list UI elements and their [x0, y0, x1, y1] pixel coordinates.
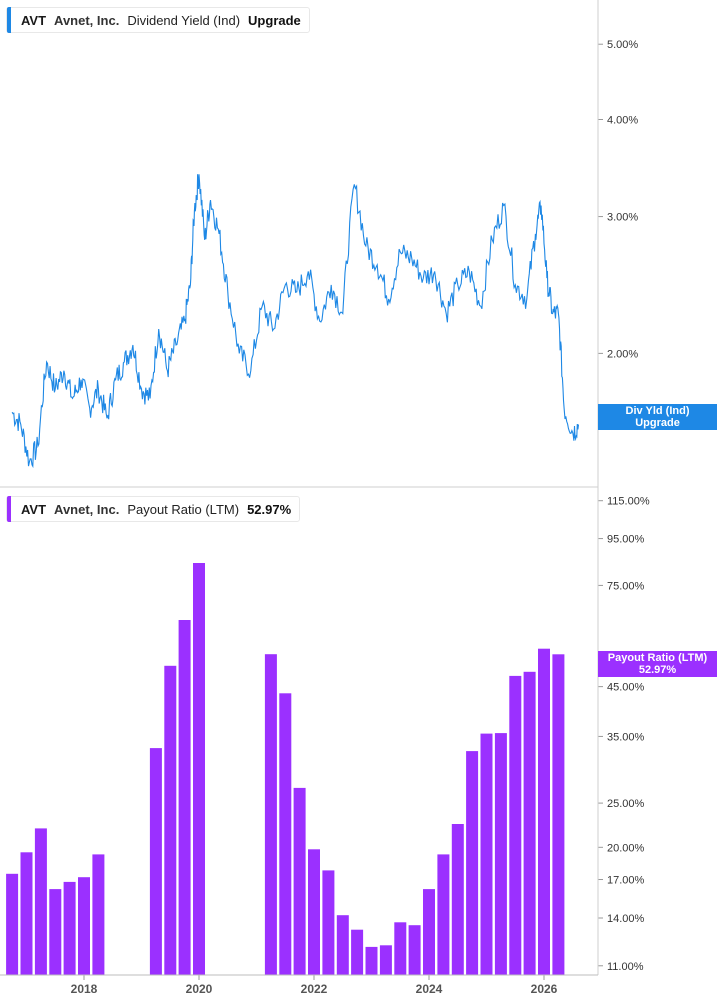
legend-metric: Dividend Yield (Ind)	[127, 12, 241, 28]
legend-metric: Payout Ratio (LTM)	[127, 501, 240, 517]
y-tick-label: 75.00%	[607, 580, 645, 592]
payout-flag-value: 52.97%	[638, 664, 677, 676]
y-tick-label: 25.00%	[607, 798, 645, 810]
payout-bar	[480, 733, 493, 975]
legend-value: 52.97%	[247, 501, 292, 517]
payout-bar	[63, 881, 76, 975]
y-tick-label: 4.00%	[607, 115, 638, 127]
payout-bar	[365, 946, 378, 975]
payout-bar	[379, 945, 392, 975]
payout-bar	[451, 824, 464, 975]
payout-bar	[6, 873, 19, 975]
payout-bar	[322, 870, 335, 975]
y-tick-label: 2.00%	[607, 348, 638, 360]
payout-bar	[193, 563, 205, 975]
payout-bar	[494, 733, 507, 975]
y-tick-label: 3.00%	[607, 212, 638, 224]
payout-bar	[20, 852, 33, 975]
x-tick-label: 2022	[301, 982, 328, 996]
payout-bar	[423, 889, 435, 975]
payout-bar	[466, 751, 479, 975]
payout-bar	[552, 654, 565, 975]
y-tick-label: 45.00%	[607, 682, 645, 694]
payout-bar	[336, 915, 349, 975]
y-tick-label: 14.00%	[607, 913, 645, 925]
yield-flag-title: Div Yld (Ind)	[625, 405, 690, 417]
payout-bar	[408, 925, 421, 975]
payout-bar	[308, 849, 320, 975]
payout-bar	[164, 665, 177, 975]
payout-bar	[523, 671, 536, 975]
x-tick-label: 2026	[531, 982, 558, 996]
payout-bar	[178, 620, 191, 975]
y-tick-label: 11.00%	[607, 961, 644, 973]
payout-bar	[394, 922, 407, 975]
payout-bar	[351, 929, 364, 975]
y-tick-label: 17.00%	[607, 875, 645, 887]
payout-bar	[293, 787, 306, 975]
y-tick-label: 115.00%	[607, 496, 650, 508]
upgrade-link[interactable]: Upgrade	[248, 12, 301, 28]
payout-flag-title: Payout Ratio (LTM)	[607, 652, 708, 664]
y-tick-label: 20.00%	[607, 842, 645, 854]
payout-flag: Payout Ratio (LTM) 52.97%	[598, 651, 717, 677]
yield-swatch	[7, 7, 11, 33]
legend-ticker: AVT	[21, 501, 47, 517]
legend-company: Avnet, Inc.	[54, 12, 120, 28]
dividend-yield-line	[11, 174, 580, 469]
payout-bar	[279, 693, 292, 975]
payout-bar	[92, 854, 105, 975]
payout-bar	[49, 889, 62, 975]
x-tick-label: 2018	[71, 982, 98, 996]
top-legend: AVT Avnet, Inc. Dividend Yield (Ind) Upg…	[6, 7, 310, 33]
yield-flag-value: Upgrade	[635, 417, 680, 429]
legend-company: Avnet, Inc.	[54, 501, 120, 517]
payout-bar	[78, 877, 90, 975]
y-tick-label: 5.00%	[607, 39, 638, 51]
payout-bar	[538, 648, 550, 975]
payout-bar	[509, 675, 522, 975]
legend-ticker: AVT	[21, 12, 47, 28]
payout-swatch	[7, 496, 11, 522]
payout-bar	[34, 828, 47, 975]
payout-bar	[437, 854, 450, 975]
x-tick-label: 2024	[416, 982, 443, 996]
x-tick-label: 2020	[186, 982, 213, 996]
y-tick-label: 35.00%	[607, 731, 645, 743]
payout-bar	[264, 654, 277, 975]
y-tick-label: 95.00%	[607, 534, 645, 546]
yield-flag[interactable]: Div Yld (Ind) Upgrade	[598, 404, 717, 430]
bottom-legend: AVT Avnet, Inc. Payout Ratio (LTM) 52.97…	[6, 496, 301, 522]
payout-bar	[149, 748, 162, 975]
